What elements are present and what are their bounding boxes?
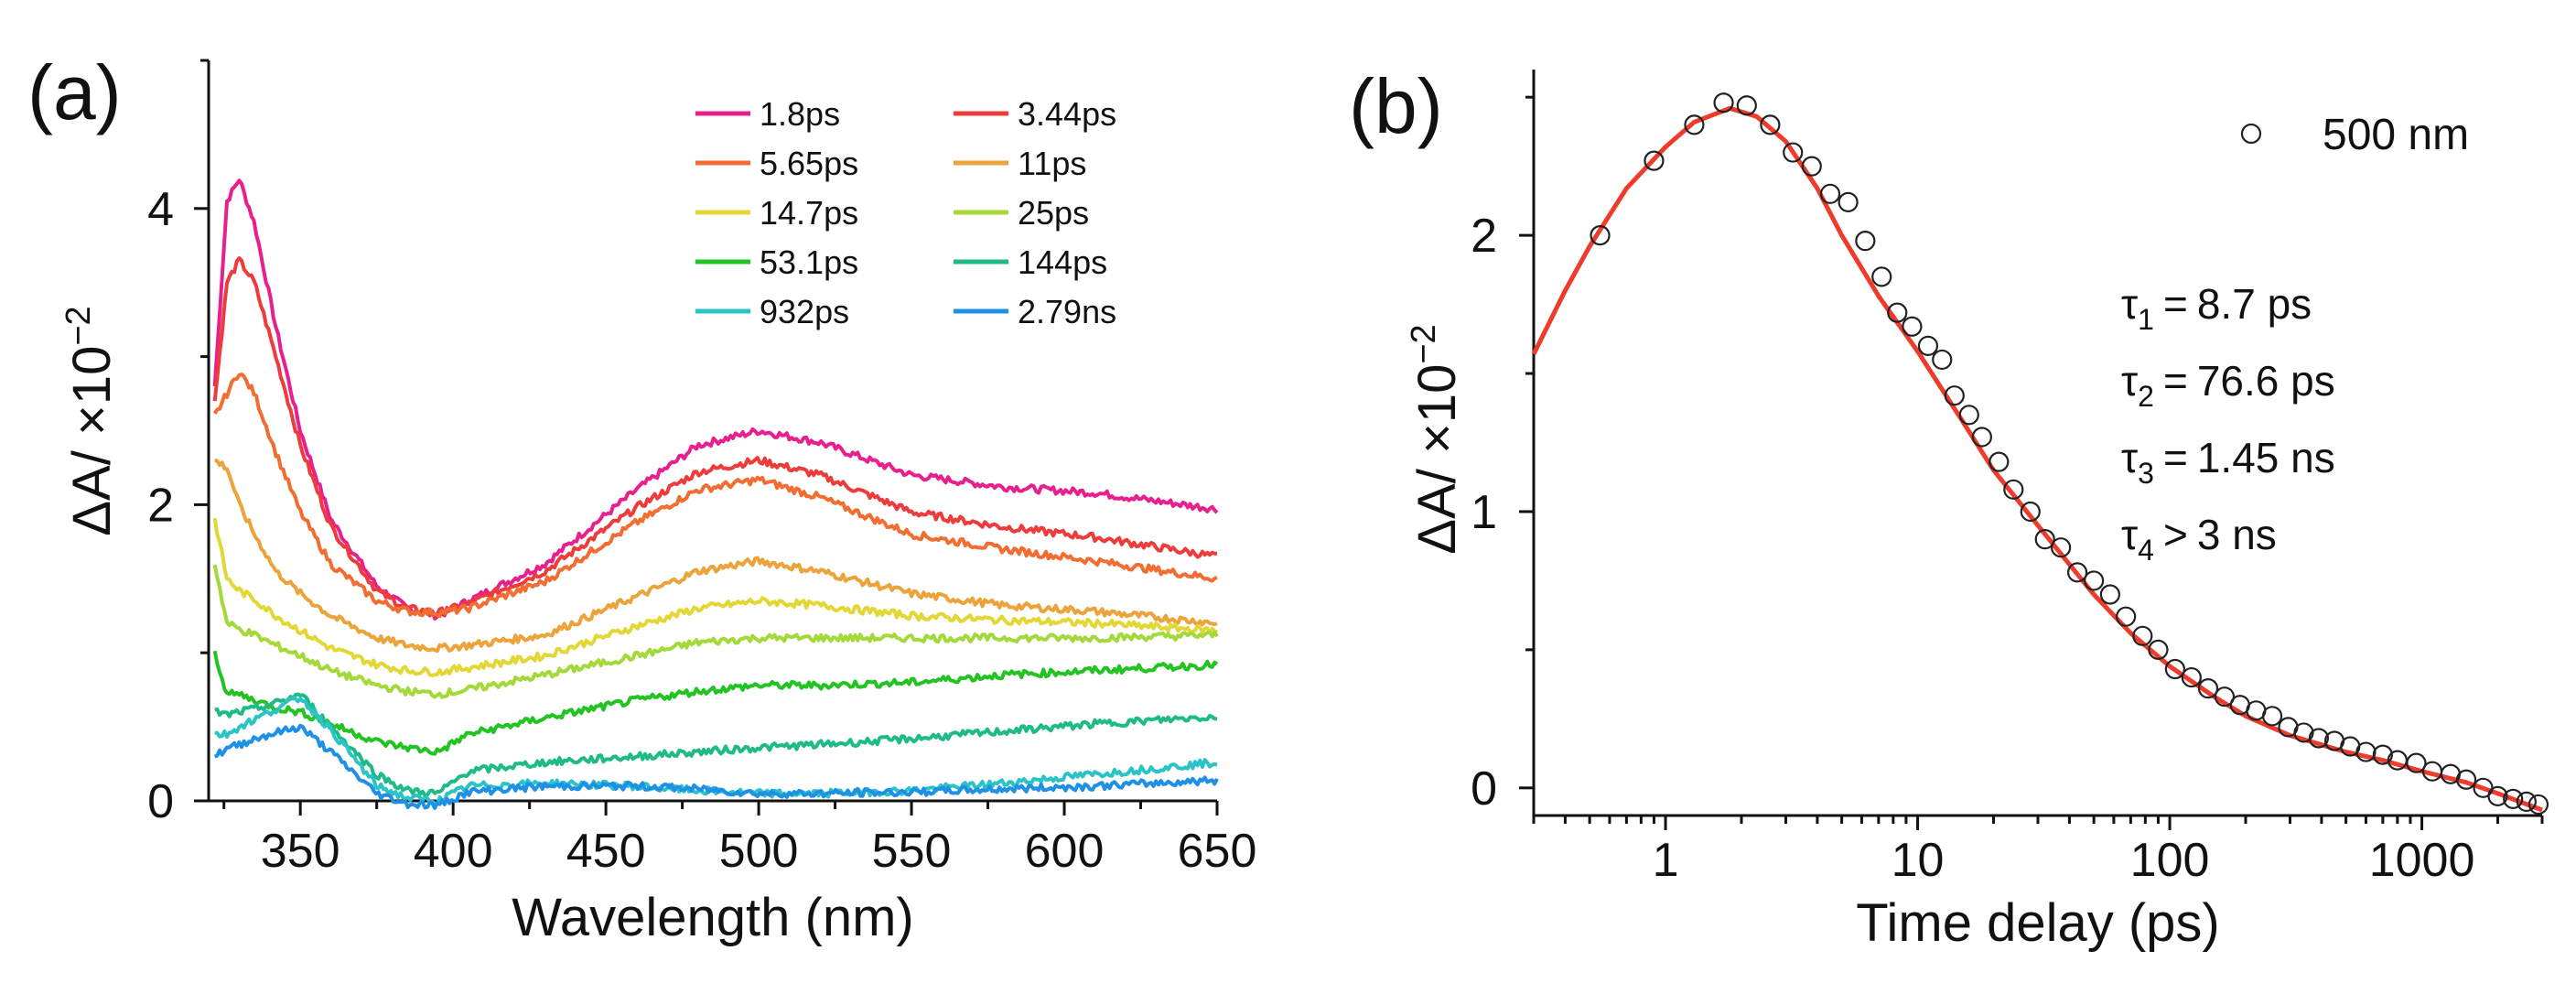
series-line-144ps — [214, 692, 1218, 797]
data-point — [1944, 385, 1965, 406]
series-line-932ps — [214, 695, 1218, 806]
x-axis-title-b: Time delay (ps) — [1856, 893, 2220, 953]
data-point — [1783, 142, 1804, 163]
data-point — [2197, 678, 2219, 699]
y-tick-label-a: 2 — [147, 479, 174, 532]
x-tick-label-a: 400 — [414, 825, 493, 878]
data-point — [2003, 479, 2024, 500]
series-line-2.79ns — [213, 723, 1219, 810]
data-point — [1902, 316, 1923, 337]
data-point — [2406, 752, 2427, 773]
data-point — [2293, 722, 2314, 743]
x-tick-label-a: 500 — [719, 825, 799, 878]
series-line-5.65ps — [212, 373, 1218, 619]
legend-label: 932ps — [760, 293, 849, 330]
legend-label: 11ps — [1018, 145, 1086, 182]
data-point — [2099, 584, 2120, 605]
data-point — [2164, 658, 2185, 680]
tau-annotation: τ4 >3 ns — [2121, 511, 2277, 567]
legend-label-b: 500 nm — [2323, 111, 2469, 159]
data-point — [1838, 191, 1859, 212]
x-tick-label-b: 1 — [1653, 834, 1679, 887]
legend-label: 3.44ps — [1018, 95, 1116, 133]
data-point — [2116, 606, 2137, 627]
data-point — [1871, 266, 1892, 287]
legend-label: 144ps — [1018, 243, 1107, 281]
data-point — [1713, 92, 1734, 113]
data-point — [1989, 451, 2010, 472]
panel-a: (a) 350 400 450 500 550 600 650 0 2 4 Wavelength (n… — [27, 49, 1256, 947]
y-axis-title-b: ΔA/ ×10−2 — [1405, 324, 1467, 554]
panel-label-b: (b) — [1349, 63, 1443, 149]
data-point — [1887, 302, 1908, 323]
x-tick-label-b: 100 — [2130, 834, 2210, 887]
legend-label: 25ps — [1018, 194, 1089, 232]
y-tick-label-b: 1 — [1471, 486, 1497, 539]
panel-label-a: (a) — [27, 49, 122, 135]
series-line-53.1ps — [212, 650, 1219, 756]
y-tick-label-b: 2 — [1471, 210, 1497, 263]
data-point — [2487, 785, 2508, 806]
data-point — [2132, 625, 2153, 646]
x-tick-label-a: 350 — [261, 825, 340, 878]
y-tick-label-a: 0 — [147, 775, 174, 828]
legend-label: 53.1ps — [760, 243, 858, 281]
fit-line — [1531, 105, 2543, 813]
data-point — [1855, 231, 1876, 252]
y-tick-label-a: 4 — [147, 183, 174, 236]
tau-annotation: τ2 = 76.6 ps — [2121, 357, 2335, 413]
x-tick-label-a: 450 — [566, 825, 646, 878]
data-point — [1760, 114, 1781, 135]
data-point — [2455, 769, 2477, 790]
data-point — [2372, 744, 2393, 765]
data-point — [2261, 706, 2283, 727]
data-point — [2066, 562, 2088, 583]
data-point — [1590, 225, 1611, 246]
legend-label: 2.79ns — [1018, 293, 1116, 330]
data-point — [1971, 427, 1992, 448]
x-tick-label-b: 10 — [1892, 834, 1945, 887]
data-point — [2308, 728, 2329, 749]
data-point — [2034, 529, 2055, 550]
data-point — [2181, 666, 2202, 688]
panel-b: (b) 1 10 100 1000 0 1 2 Time delay (ps) ΔA/ ×10−2… — [1349, 63, 2549, 953]
legend-label: 5.65ps — [760, 145, 858, 182]
data-point — [2503, 788, 2524, 809]
x-tick-label-a: 600 — [1025, 825, 1105, 878]
series-line-25ps — [212, 564, 1219, 699]
data-point — [1932, 349, 1953, 371]
data-point — [2050, 537, 2072, 558]
data-point — [1819, 183, 1841, 204]
data-point — [2516, 791, 2537, 813]
x-tick-label-a: 650 — [1178, 825, 1257, 878]
data-point — [1958, 405, 1979, 426]
x-tick-label-a: 550 — [872, 825, 952, 878]
x-tick-label-b: 1000 — [2369, 834, 2475, 887]
data-point — [2527, 794, 2549, 816]
data-point — [2020, 501, 2041, 523]
data-point — [1736, 95, 1757, 116]
tau-annotation: τ1 = 8.7 ps — [2121, 280, 2312, 336]
data-point — [1684, 114, 1705, 135]
legend-label: 14.7ps — [760, 194, 858, 232]
data-point — [2084, 570, 2105, 591]
series-line-14.7ps — [212, 517, 1218, 677]
data-point — [2214, 686, 2236, 708]
data-point — [1917, 335, 1939, 356]
tau-annotation: τ3 = 1.45 ns — [2121, 434, 2335, 490]
series-line-3.44ps — [212, 256, 1218, 617]
x-axis-title-a: Wavelength (nm) — [512, 888, 913, 947]
data-point — [2148, 639, 2169, 660]
legend-marker-b — [2240, 123, 2262, 145]
legend-label: 1.8ps — [760, 95, 840, 133]
y-tick-label-b: 0 — [1471, 762, 1497, 816]
data-point — [1644, 150, 1665, 171]
y-axis-title-a: ΔA/ ×10−2 — [59, 306, 122, 535]
series-line-11ps — [214, 458, 1218, 654]
data-point — [1801, 156, 1822, 177]
